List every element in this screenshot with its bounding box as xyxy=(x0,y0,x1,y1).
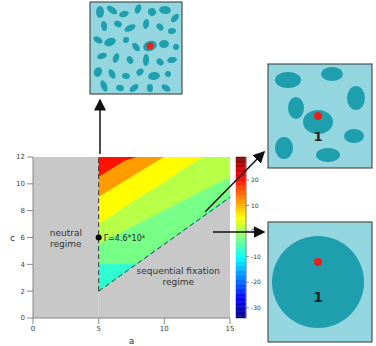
svg-text:-10: -10 xyxy=(251,253,261,260)
svg-text:6: 6 xyxy=(21,234,26,242)
svg-text:15: 15 xyxy=(226,325,235,333)
svg-text:10: 10 xyxy=(251,202,259,209)
svg-text:8: 8 xyxy=(21,207,25,215)
svg-text:Γ=4.6*10⁴: Γ=4.6*10⁴ xyxy=(104,234,145,243)
svg-text:c: c xyxy=(10,233,15,243)
svg-text:0: 0 xyxy=(31,325,35,333)
svg-text:5: 5 xyxy=(96,325,100,333)
svg-text:20: 20 xyxy=(251,176,259,183)
svg-text:sequential fixationregime: sequential fixationregime xyxy=(136,266,220,287)
svg-text:10: 10 xyxy=(16,180,25,188)
svg-text:12: 12 xyxy=(16,153,25,161)
svg-text:0: 0 xyxy=(21,314,25,322)
svg-text:10: 10 xyxy=(160,325,169,333)
svg-text:4: 4 xyxy=(21,261,26,269)
svg-text:-20: -20 xyxy=(251,278,261,285)
svg-text:1: 1 xyxy=(313,129,322,144)
svg-text:-30: -30 xyxy=(251,304,261,311)
svg-text:1: 1 xyxy=(313,289,323,305)
svg-text:a: a xyxy=(129,336,135,346)
svg-text:2: 2 xyxy=(21,288,25,296)
svg-text:0: 0 xyxy=(251,227,255,234)
svg-text:neutralregime: neutralregime xyxy=(50,228,82,249)
